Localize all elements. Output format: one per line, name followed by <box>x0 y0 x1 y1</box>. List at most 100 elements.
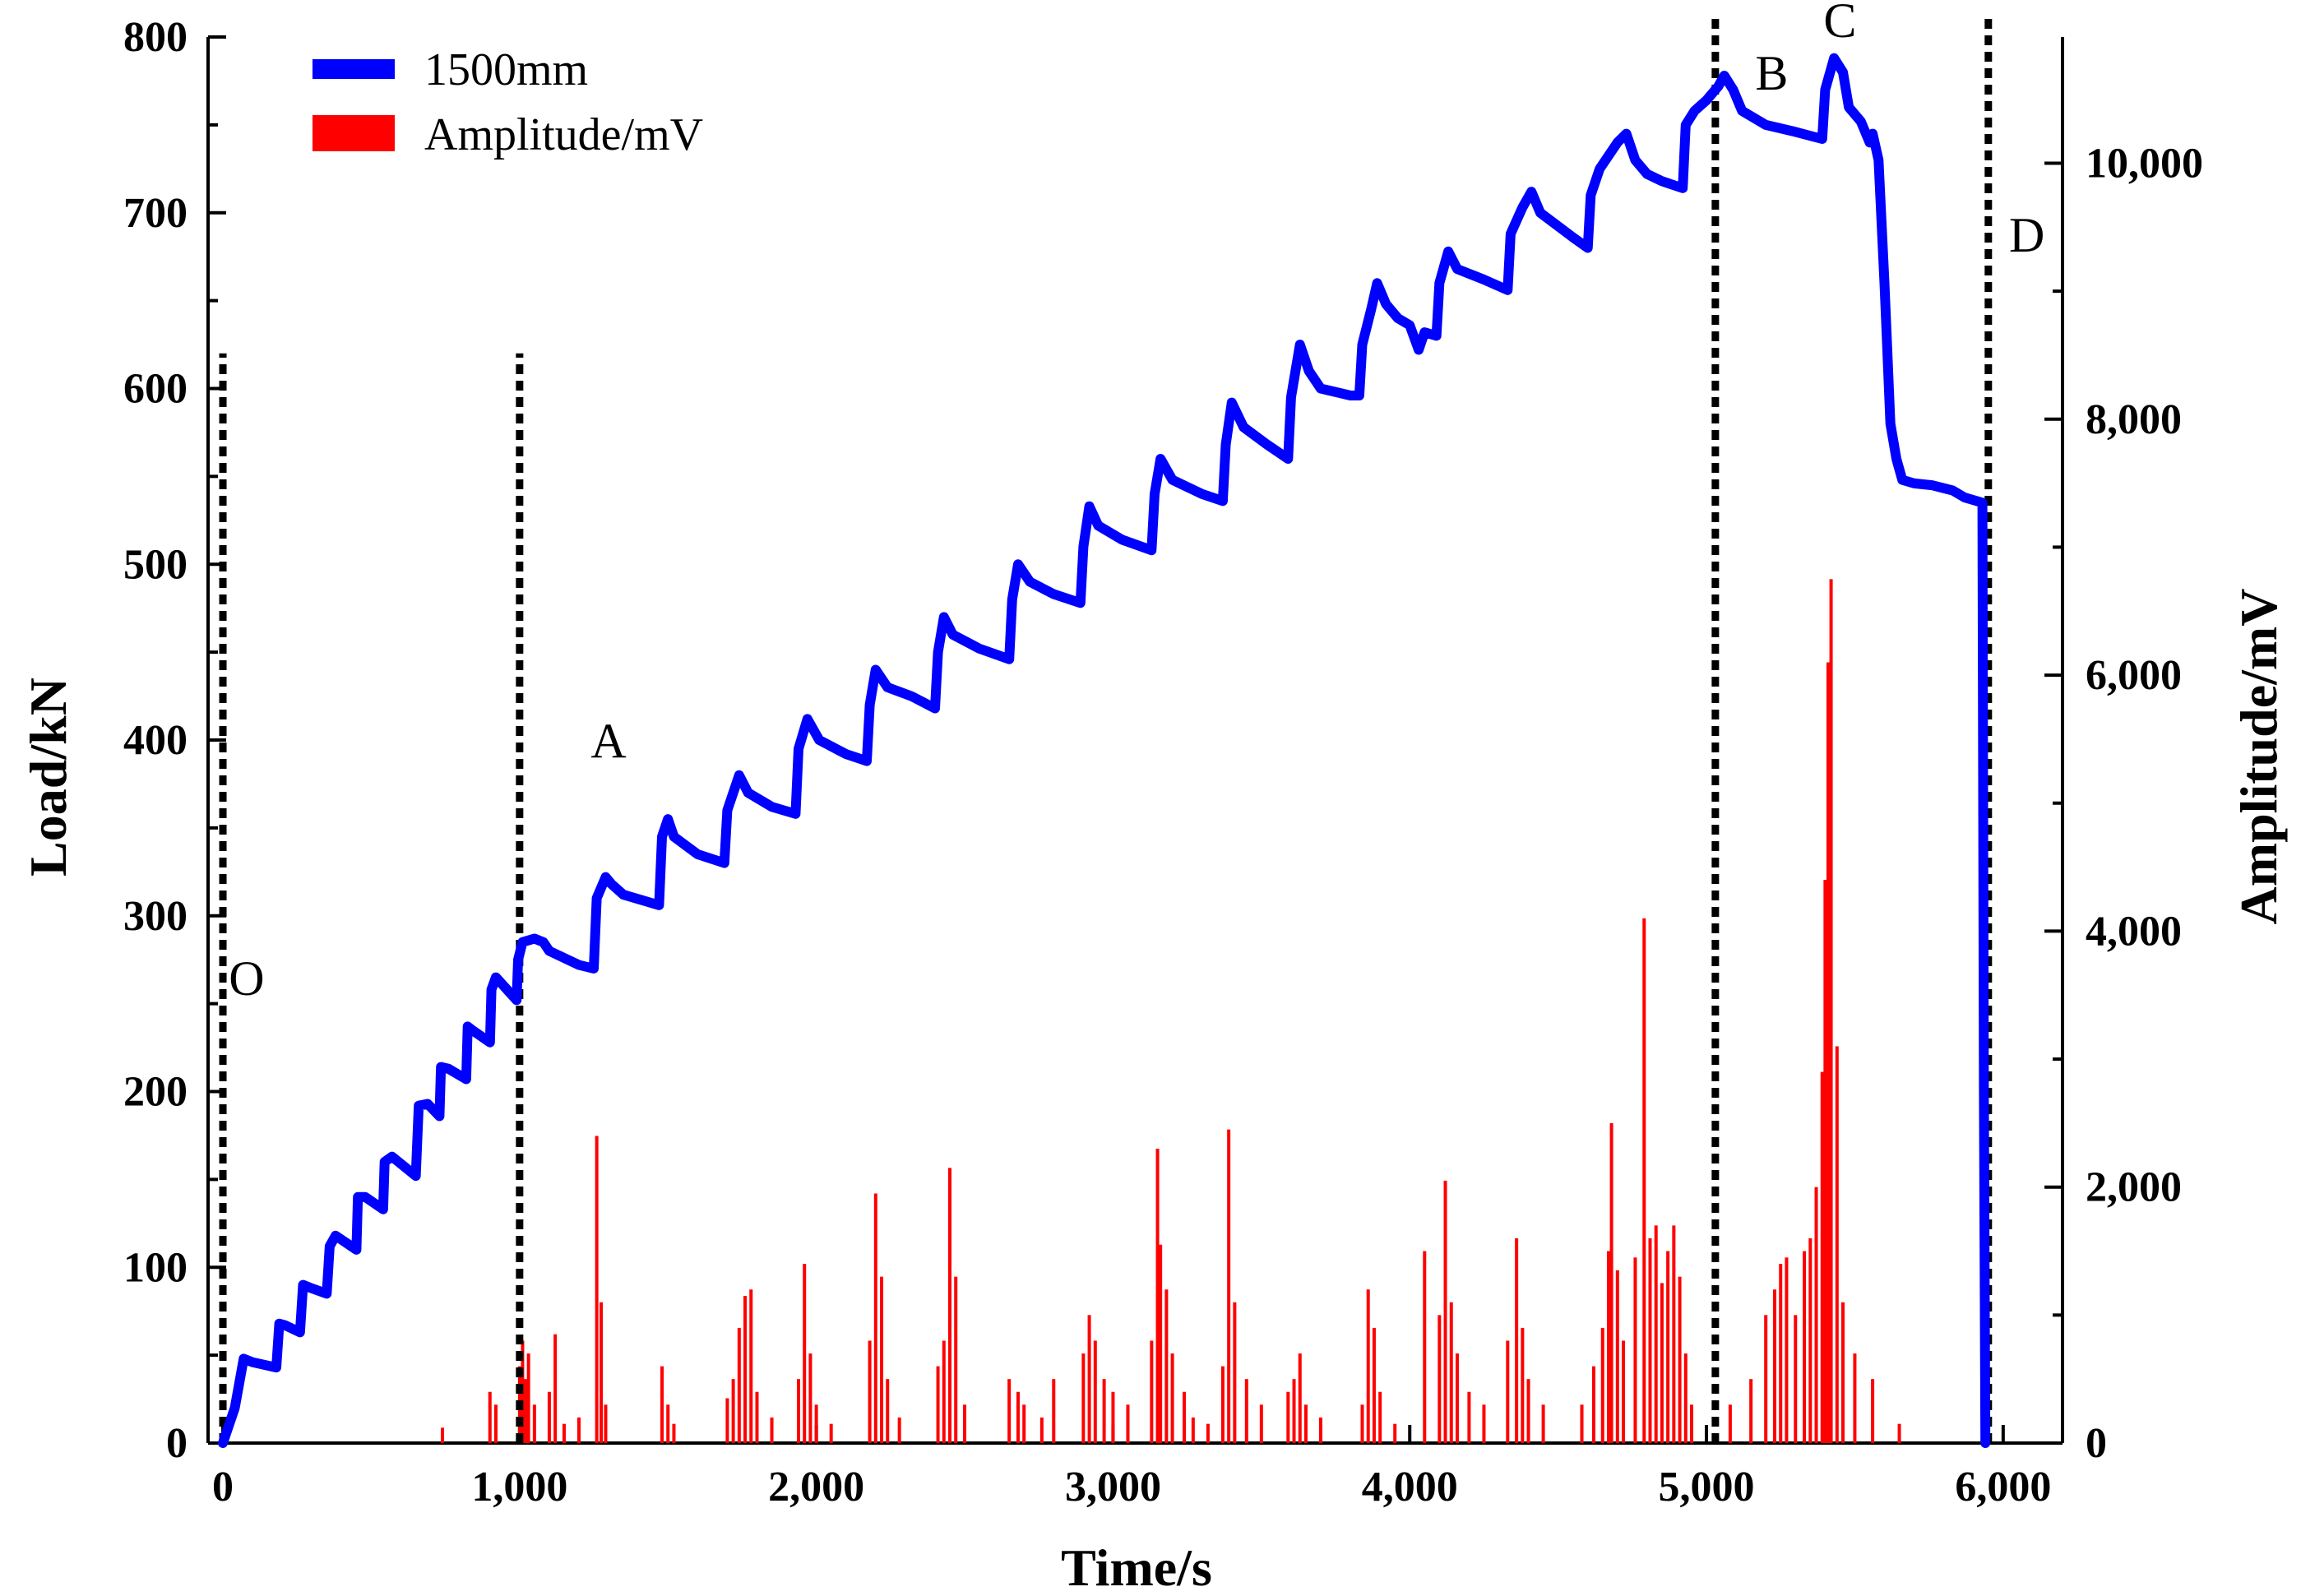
amplitude-bar <box>755 1391 759 1443</box>
x-tick-label: 5,000 <box>1659 1464 1755 1510</box>
amplitude-bar <box>1482 1404 1486 1443</box>
y-tick-label: 100 <box>123 1244 188 1291</box>
x-tick-label: 0 <box>212 1464 234 1510</box>
y2-axis-title: Amplitude/mV <box>2229 589 2288 925</box>
amplitude-bar <box>1808 1237 1813 1443</box>
amplitude-bar <box>808 1353 813 1443</box>
amplitude-bar <box>1378 1391 1382 1443</box>
amplitude-bar <box>1609 1122 1613 1443</box>
reference-label: O <box>229 951 264 1006</box>
amplitude-bar <box>942 1340 946 1443</box>
reference-label: A <box>590 714 626 768</box>
amplitude-bar <box>1580 1404 1584 1443</box>
amplitude-bar <box>814 1404 818 1443</box>
amplitude-bar <box>1111 1391 1115 1443</box>
amplitude-bar <box>1728 1404 1732 1443</box>
amplitude-bar <box>1244 1379 1248 1443</box>
amplitude-bar <box>488 1391 492 1443</box>
amplitude-bar <box>1016 1391 1020 1443</box>
y2-tick-label: 0 <box>2086 1420 2107 1467</box>
amplitude-bar <box>1600 1327 1604 1443</box>
amplitude-bar <box>1606 1251 1610 1443</box>
amplitude-bar <box>1591 1366 1595 1443</box>
amplitude-bar <box>1749 1379 1753 1443</box>
amplitude-bar <box>524 1379 528 1443</box>
amplitude-bar <box>880 1276 884 1443</box>
amplitude-bar <box>1455 1353 1459 1443</box>
amplitude-bar <box>886 1379 890 1443</box>
amplitude-bar <box>1159 1244 1163 1443</box>
amplitude-bar <box>1829 579 1833 1443</box>
amplitude-bar <box>1467 1391 1471 1443</box>
amplitude-bar <box>1292 1379 1296 1443</box>
amplitude-bar <box>725 1398 729 1443</box>
amplitude-bar <box>873 1193 877 1443</box>
amplitude-bar <box>829 1423 833 1443</box>
amplitude-bar <box>660 1366 664 1443</box>
amplitude-bar <box>954 1276 958 1443</box>
amplitude-bar <box>1897 1423 1901 1443</box>
amplitude-bar <box>749 1289 753 1443</box>
amplitude-bar <box>526 1353 530 1443</box>
amplitude-bar <box>1206 1423 1210 1443</box>
amplitude-bar <box>1093 1340 1097 1443</box>
amplitude-bar <box>1871 1379 1875 1443</box>
y-tick-label: 200 <box>123 1069 188 1116</box>
amplitude-bar <box>1835 1046 1839 1443</box>
y-tick-label: 700 <box>123 190 188 237</box>
amplitude-bar <box>1853 1353 1857 1443</box>
annotations: O A B D C <box>229 0 2044 1006</box>
amplitude-bar <box>1683 1353 1688 1443</box>
amplitude-bar <box>731 1379 735 1443</box>
amplitude-bar <box>577 1417 581 1443</box>
amplitude-bar <box>1393 1423 1397 1443</box>
amplitude-bar <box>1506 1340 1510 1443</box>
amplitude-bar <box>897 1417 901 1443</box>
amplitude-bar <box>1521 1327 1525 1443</box>
amplitude-bar <box>1690 1404 1693 1443</box>
amplitude-bar <box>1220 1366 1225 1443</box>
amplitude-bar <box>553 1334 558 1443</box>
amplitude-bar <box>1823 880 1827 1443</box>
amplitude-bar <box>737 1327 741 1443</box>
amplitude-bar <box>1155 1148 1160 1443</box>
amplitude-bar <box>1423 1251 1427 1443</box>
amplitude-bar <box>1438 1315 1442 1443</box>
y2-tick-label: 8,000 <box>2086 396 2182 443</box>
amplitude-bar <box>1372 1327 1376 1443</box>
amplitude-bar <box>796 1379 800 1443</box>
amplitude-bar <box>1233 1302 1237 1443</box>
legend-label-amplitude: Amplitude/mV <box>424 109 703 160</box>
amplitude-bar <box>1303 1404 1308 1443</box>
amplitude-bar <box>1039 1417 1044 1443</box>
amplitude-bar <box>604 1404 608 1443</box>
amplitude-bar <box>1648 1237 1652 1443</box>
amplitude-bar <box>1660 1283 1664 1443</box>
amplitude-bar <box>1126 1404 1130 1443</box>
legend-swatch-amplitude <box>313 115 395 151</box>
amplitude-bar <box>868 1340 872 1443</box>
legend-label-load: 1500mm <box>424 44 588 95</box>
y-tick-label: 300 <box>123 893 188 940</box>
amplitude-bar <box>948 1168 951 1443</box>
legend-swatch-load <box>313 59 395 79</box>
amplitude-bar <box>441 1427 445 1443</box>
x-tick-label: 4,000 <box>1362 1464 1458 1510</box>
y2-tick-label: 10,000 <box>2086 140 2203 187</box>
amplitude-bar <box>595 1136 599 1443</box>
amplitude-bar <box>1794 1315 1798 1443</box>
amplitude-bar <box>1366 1289 1370 1443</box>
amplitude-bar <box>803 1264 807 1443</box>
amplitude-bar <box>1785 1257 1789 1443</box>
y-tick-label: 400 <box>123 717 188 764</box>
plot-frame <box>206 37 2064 1445</box>
amplitude-bar <box>547 1391 551 1443</box>
amplitude-bar <box>1102 1379 1106 1443</box>
amplitude-bar <box>1360 1404 1364 1443</box>
amplitude-bar <box>1672 1225 1676 1443</box>
x-tick-label: 6,000 <box>1955 1464 2051 1510</box>
amplitude-bar <box>1526 1379 1530 1443</box>
amplitude-bar <box>1541 1404 1545 1443</box>
y2-tick-label: 6,000 <box>2086 652 2182 699</box>
y-tick-label: 600 <box>123 366 188 413</box>
